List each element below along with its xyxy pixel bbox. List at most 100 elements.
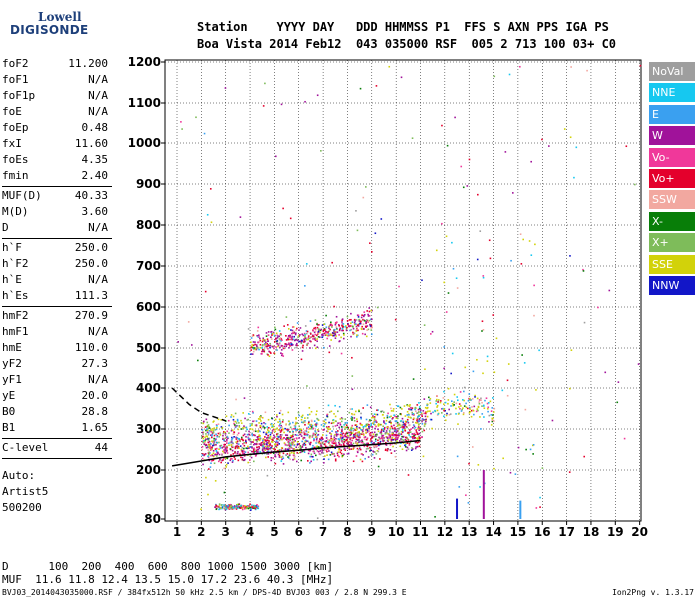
echo-point <box>443 390 445 393</box>
echo-point <box>286 343 289 346</box>
echo-point <box>253 451 255 454</box>
echo-point <box>331 422 334 424</box>
echo-point <box>416 433 419 436</box>
echo-point <box>340 425 343 428</box>
echo-point <box>245 506 248 508</box>
echo-point <box>339 433 342 436</box>
echo-point <box>258 438 261 440</box>
param-row-fof2: foF2 11.200 <box>2 56 108 72</box>
echo-point <box>525 448 527 451</box>
echo-point <box>326 430 329 433</box>
echo-point <box>219 431 221 434</box>
echo-point <box>355 438 358 441</box>
echo-point <box>208 441 211 443</box>
echo-point <box>458 403 461 405</box>
echo-point <box>273 434 275 437</box>
echo-point <box>443 415 445 418</box>
echo-point <box>267 453 270 455</box>
header-values: Boa Vista 2014 Feb12 043 035000 RSF 005 … <box>197 37 617 51</box>
echo-point <box>296 448 299 451</box>
echo-point <box>352 434 355 436</box>
echo-point <box>639 64 642 67</box>
echo-point <box>361 314 363 316</box>
echo-point <box>256 436 259 438</box>
echo-point <box>466 407 469 410</box>
echo-point <box>336 328 338 330</box>
echo-point <box>321 333 324 336</box>
echo-point <box>316 434 319 437</box>
echo-point <box>292 448 295 450</box>
echo-point <box>299 429 301 432</box>
echo-point <box>278 452 281 455</box>
echo-point <box>201 448 203 451</box>
echo-point <box>252 450 254 453</box>
echo-point <box>261 448 264 451</box>
echo-point <box>225 466 227 468</box>
echo-point <box>354 424 357 426</box>
echo-point <box>386 431 388 434</box>
echo-point <box>244 426 246 429</box>
echo-point <box>239 453 241 456</box>
echo-point <box>357 435 359 438</box>
echo-point <box>317 433 320 436</box>
echo-point <box>230 504 233 507</box>
echo-point <box>374 440 377 442</box>
echo-point <box>243 452 246 455</box>
echo-point <box>356 447 359 450</box>
echo-point <box>352 430 355 432</box>
echo-point <box>394 428 396 431</box>
echo-point <box>286 337 289 340</box>
echo-point <box>350 443 352 446</box>
echo-point <box>345 329 348 332</box>
echo-point <box>215 428 218 431</box>
echo-point <box>250 443 252 445</box>
echo-point <box>236 445 239 448</box>
echo-point <box>327 326 330 328</box>
echo-point <box>311 420 313 423</box>
echo-point <box>274 445 277 447</box>
echo-point <box>400 438 402 440</box>
echo-point <box>379 438 381 440</box>
echo-point <box>335 431 338 434</box>
echo-point <box>266 431 268 434</box>
echo-point <box>367 328 370 331</box>
echo-point <box>363 319 365 321</box>
echo-point <box>266 345 269 348</box>
echo-point <box>264 411 267 414</box>
echo-point <box>343 447 346 450</box>
echo-point <box>267 334 270 336</box>
echo-point <box>233 505 236 507</box>
echo-point <box>261 353 263 355</box>
echo-point <box>519 65 521 68</box>
echo-point <box>287 338 290 341</box>
echo-point <box>371 251 373 253</box>
echo-point <box>477 193 479 196</box>
echo-point <box>296 452 299 454</box>
echo-point <box>220 444 223 447</box>
echo-point <box>371 426 374 428</box>
echo-point <box>367 315 370 317</box>
echo-point <box>293 339 296 342</box>
echo-point <box>380 218 383 220</box>
echo-point <box>272 332 275 335</box>
echo-point <box>372 435 374 438</box>
echo-point <box>341 329 343 332</box>
x-tick-label: 17 <box>558 525 575 539</box>
echo-point <box>237 443 240 445</box>
echo-point <box>393 424 395 427</box>
echo-point <box>213 439 216 442</box>
echo-point <box>366 310 369 312</box>
echo-point <box>383 422 386 425</box>
echo-point <box>265 439 267 442</box>
echo-point <box>356 451 359 454</box>
echo-point <box>388 421 391 423</box>
echo-point <box>252 341 255 343</box>
echo-point <box>524 408 527 411</box>
echo-point <box>455 402 458 405</box>
echo-point <box>262 445 264 447</box>
echo-point <box>281 413 284 416</box>
echo-point <box>354 429 356 431</box>
echo-point <box>298 445 301 448</box>
echo-point <box>300 429 303 432</box>
echo-point <box>227 462 229 464</box>
